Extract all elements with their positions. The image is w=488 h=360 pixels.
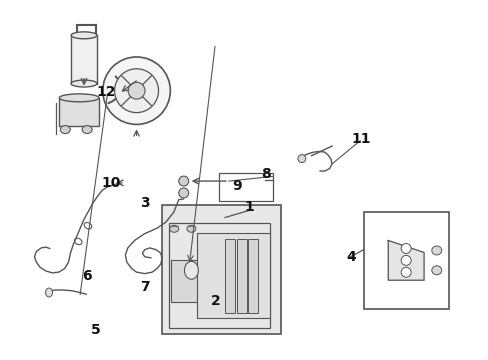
Ellipse shape — [169, 225, 178, 232]
Text: 2: 2 — [210, 294, 220, 309]
Ellipse shape — [60, 126, 70, 134]
Ellipse shape — [297, 154, 305, 162]
Circle shape — [114, 69, 158, 113]
Text: 3: 3 — [140, 196, 149, 210]
Ellipse shape — [186, 225, 196, 232]
Circle shape — [102, 57, 170, 125]
Text: 1: 1 — [244, 200, 254, 214]
Ellipse shape — [431, 266, 441, 275]
Text: 4: 4 — [346, 250, 356, 264]
Text: 6: 6 — [81, 269, 91, 283]
Ellipse shape — [179, 188, 188, 198]
Text: 9: 9 — [232, 179, 242, 193]
Text: 10: 10 — [101, 176, 120, 190]
Bar — [71, 35, 97, 84]
Bar — [169, 223, 270, 328]
Ellipse shape — [82, 126, 92, 134]
Circle shape — [400, 243, 410, 253]
Circle shape — [128, 82, 145, 99]
Bar — [197, 233, 270, 318]
Bar — [224, 239, 234, 312]
Ellipse shape — [431, 246, 441, 255]
Ellipse shape — [71, 80, 97, 87]
Circle shape — [400, 255, 410, 265]
Ellipse shape — [45, 288, 52, 297]
Text: 8: 8 — [261, 167, 271, 181]
Text: 12: 12 — [96, 85, 116, 99]
Bar — [162, 205, 281, 334]
Bar — [219, 173, 272, 202]
Text: 11: 11 — [351, 132, 370, 146]
Ellipse shape — [59, 94, 99, 102]
Bar — [171, 260, 201, 302]
Circle shape — [400, 267, 410, 277]
Bar — [247, 239, 258, 312]
Polygon shape — [387, 240, 423, 280]
Text: 7: 7 — [140, 280, 149, 294]
Bar — [237, 239, 246, 312]
Text: 5: 5 — [91, 323, 101, 337]
Ellipse shape — [179, 176, 188, 186]
Ellipse shape — [184, 261, 198, 279]
Ellipse shape — [71, 32, 97, 39]
Bar — [363, 212, 448, 309]
Bar — [59, 98, 99, 126]
